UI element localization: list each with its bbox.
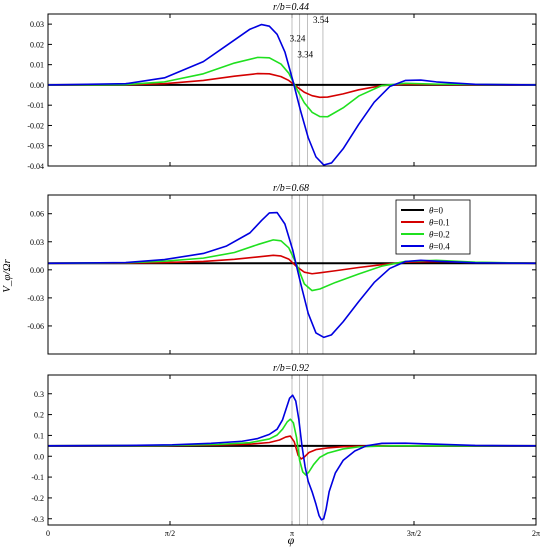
x-tick-label: 2π bbox=[532, 529, 540, 538]
legend-label: θ=0.2 bbox=[429, 230, 450, 240]
y-tick-label: 0.0 bbox=[34, 452, 44, 461]
y-tick-label: -0.02 bbox=[27, 121, 44, 130]
reference-lines bbox=[291, 195, 324, 354]
legend-label: θ=0 bbox=[429, 206, 443, 216]
y-axis-ticks: 0.3 0.2 0.1 0.0 -0.1 -0.2 -0.3 bbox=[31, 375, 536, 525]
x-tick-label: π/2 bbox=[165, 529, 175, 538]
x-axis-ticks: 0 π/2 π 3π/2 2π bbox=[46, 529, 540, 538]
series-line bbox=[47, 56, 537, 118]
panel-title: r/b=0.68 bbox=[273, 183, 309, 194]
y-tick-label: 0.00 bbox=[30, 81, 44, 90]
y-tick-label: 0.00 bbox=[30, 266, 44, 275]
y-tick-label: -0.3 bbox=[31, 515, 44, 524]
x-tick-label: 3π/2 bbox=[407, 529, 421, 538]
annotations: 3.24 3.34 3.54 bbox=[290, 15, 330, 59]
y-tick-label: 0.03 bbox=[30, 238, 44, 247]
y-tick-label: 0.01 bbox=[30, 61, 44, 70]
plot-frame bbox=[47, 194, 537, 355]
legend-label: θ=0.1 bbox=[429, 218, 450, 228]
series-group bbox=[47, 211, 537, 339]
y-tick-label: 0.3 bbox=[34, 390, 44, 399]
panel-r-b-092: r/b=0.92 0.3 0.2 0.1 0.0 -0.1 -0.2 -0.3 0 π/2 π 3… bbox=[31, 363, 540, 538]
series-line bbox=[47, 211, 537, 339]
series-line bbox=[47, 23, 537, 166]
panel-r-b-044: r/b=0.44 0.03 0.02 0.01 0.00 -0.01 -0.02 -0.03… bbox=[27, 2, 537, 171]
annotation-label: 3.24 bbox=[290, 33, 306, 43]
x-tick-label: π bbox=[290, 529, 294, 538]
y-tick-label: -0.1 bbox=[31, 473, 44, 482]
y-tick-label: 0.02 bbox=[30, 40, 44, 49]
annotation-label: 3.34 bbox=[297, 50, 313, 60]
y-axis-ticks: 0.03 0.02 0.01 0.00 -0.01 -0.02 -0.03 -0.04 bbox=[27, 14, 536, 171]
legend: θ=0 θ=0.1 θ=0.2 θ=0.4 bbox=[395, 199, 471, 255]
series-line bbox=[47, 435, 536, 460]
y-tick-label: -0.03 bbox=[27, 142, 44, 151]
panel-title: r/b=0.92 bbox=[273, 363, 309, 374]
y-tick-label: 0.06 bbox=[30, 210, 44, 219]
plot-frame bbox=[47, 374, 537, 526]
panel-r-b-068: r/b=0.68 0.06 0.03 0.00 -0.03 -0.06 θ=0 θ=0.1… bbox=[27, 183, 537, 355]
legend-label: θ=0.4 bbox=[429, 242, 450, 252]
y-tick-label: -0.04 bbox=[27, 162, 44, 171]
y-tick-label: -0.2 bbox=[31, 494, 44, 503]
plot-frame bbox=[47, 13, 537, 167]
reference-lines bbox=[291, 375, 324, 525]
x-tick-label: 0 bbox=[46, 529, 50, 538]
panel-title: r/b=0.44 bbox=[273, 2, 309, 13]
annotation-label: 3.54 bbox=[313, 15, 329, 25]
series-group bbox=[47, 394, 537, 521]
y-tick-label: -0.03 bbox=[27, 294, 44, 303]
y-tick-label: 0.03 bbox=[30, 20, 44, 29]
series-line bbox=[47, 239, 537, 292]
y-tick-label: -0.01 bbox=[27, 101, 44, 110]
reference-lines bbox=[291, 14, 324, 166]
series-line bbox=[47, 72, 537, 99]
x-axis-label: φ bbox=[288, 533, 295, 547]
y-tick-label: 0.2 bbox=[34, 411, 44, 420]
y-tick-label: -0.06 bbox=[27, 322, 44, 331]
series-group bbox=[47, 23, 537, 166]
y-axis-label: V_φ/Ωr bbox=[1, 258, 13, 292]
series-line bbox=[47, 394, 537, 521]
y-tick-label: 0.1 bbox=[34, 431, 44, 440]
series-line bbox=[47, 418, 536, 476]
